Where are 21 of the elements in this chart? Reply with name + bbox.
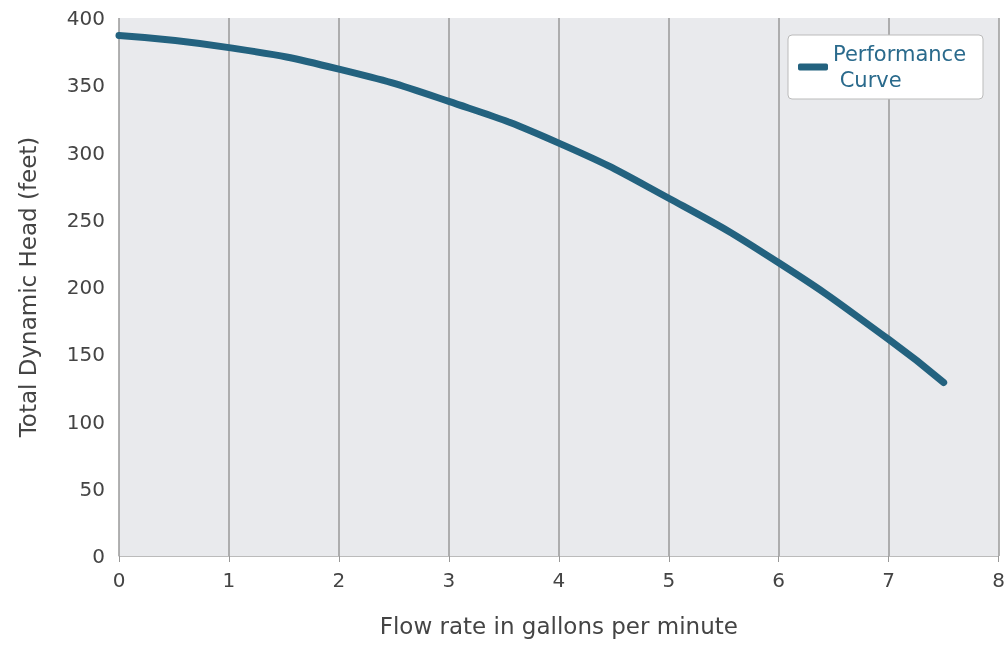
y-tick-label: 0 <box>92 544 105 568</box>
y-tick-label: 250 <box>66 207 105 232</box>
x-tick-label: 8 <box>992 568 1005 592</box>
y-axis-title: Total Dynamic Head (feet) <box>14 136 41 439</box>
y-tick-label: 350 <box>66 73 105 98</box>
y-tick-label: 100 <box>66 409 105 434</box>
y-tick-label: 50 <box>79 476 105 501</box>
x-tick-label: 4 <box>552 568 566 592</box>
legend-label: Performance Curve <box>833 42 967 92</box>
y-tick-label: 300 <box>66 140 105 165</box>
y-tick-label: 200 <box>66 275 105 299</box>
x-tick-label: 0 <box>112 568 126 592</box>
x-tick-label: 6 <box>772 568 786 592</box>
x-tick-label: 5 <box>662 568 676 592</box>
x-tick-label: 2 <box>332 568 346 592</box>
x-tick-label: 1 <box>222 568 236 592</box>
x-axis-title: Flow rate in gallons per minute <box>379 612 738 639</box>
x-tick-label: 7 <box>882 568 896 592</box>
x-tick-label: 3 <box>442 568 456 592</box>
y-tick-label: 400 <box>66 6 105 30</box>
y-tick-label: 150 <box>66 342 105 367</box>
